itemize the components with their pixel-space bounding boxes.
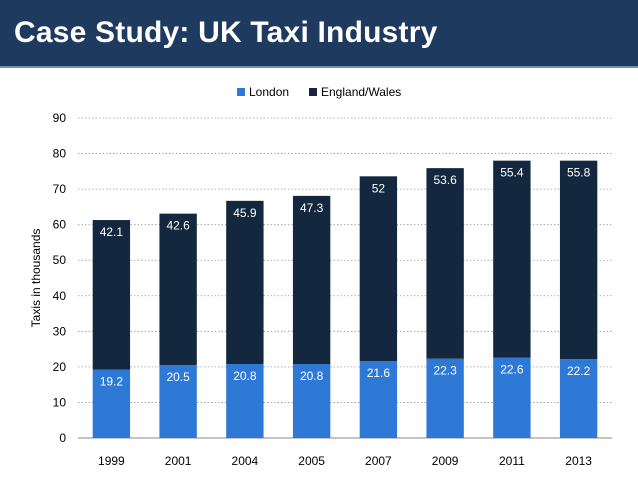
y-tick-label: 70 <box>53 182 67 196</box>
data-label: 20.5 <box>166 370 190 384</box>
data-label: 22.3 <box>433 364 457 378</box>
x-tick-label: 2011 <box>499 454 525 468</box>
bar-london-2005 <box>292 364 331 438</box>
y-tick-label: 30 <box>53 324 67 338</box>
legend-swatch-london <box>237 88 245 96</box>
y-tick-label: 60 <box>53 218 67 232</box>
x-tick-label: 2009 <box>432 454 459 468</box>
y-tick-label: 40 <box>53 289 67 303</box>
x-tick-label: 1999 <box>98 454 125 468</box>
y-tick-label: 90 <box>53 111 67 125</box>
data-label: 20.8 <box>233 369 257 383</box>
y-tick-label: 20 <box>53 360 67 374</box>
x-tick-label: 2001 <box>165 454 192 468</box>
x-tick-label: 2007 <box>365 454 392 468</box>
data-label: 19.2 <box>100 375 124 389</box>
slide-title: Case Study: UK Taxi Industry <box>14 16 438 49</box>
y-tick-label: 0 <box>59 431 66 445</box>
data-label: 52 <box>372 181 386 195</box>
bar-england-wales-2009 <box>426 168 464 359</box>
bar-england-wales-2011 <box>493 160 531 358</box>
data-label: 22.2 <box>567 364 591 378</box>
data-label: 42.6 <box>166 219 190 233</box>
data-label: 47.3 <box>300 201 324 215</box>
bar-london-2007 <box>359 361 398 438</box>
data-label: 55.8 <box>567 166 591 180</box>
bar-london-2013 <box>559 359 598 438</box>
x-tick-label: 2013 <box>565 454 592 468</box>
bar-london-2001 <box>159 365 197 438</box>
bar-london-2011 <box>493 357 531 438</box>
data-label: 53.6 <box>433 173 457 187</box>
y-tick-label: 80 <box>53 147 67 161</box>
legend-label-england-wales: England/Wales <box>321 85 401 99</box>
legend-label-london: London <box>249 85 289 99</box>
data-label: 42.1 <box>100 225 124 239</box>
legend-swatch-england-wales <box>309 88 317 96</box>
bar-london-2004 <box>226 364 264 438</box>
data-label: 55.4 <box>500 166 524 180</box>
data-label: 20.8 <box>300 369 324 383</box>
title-bar: Case Study: UK Taxi Industry <box>0 0 638 68</box>
x-tick-label: 2004 <box>232 454 259 468</box>
bar-england-wales-2001 <box>159 213 197 366</box>
bar-england-wales-1999 <box>92 220 131 370</box>
stacked-bar-chart: 0 10 20 30 40 50 60 70 80 90 Taxis in thousands 19.… <box>29 85 612 468</box>
y-axis-title: Taxis in thousands <box>29 229 43 328</box>
x-tick-label: 2005 <box>298 454 325 468</box>
data-label: 21.6 <box>367 366 391 380</box>
data-label: 22.6 <box>500 363 524 377</box>
y-tick-label: 50 <box>53 253 67 267</box>
bar-england-wales-2004 <box>226 200 264 365</box>
y-tick-label: 10 <box>53 395 67 409</box>
bar-london-1999 <box>92 369 131 438</box>
data-label: 45.9 <box>233 206 257 220</box>
bar-england-wales-2013 <box>559 160 598 360</box>
bar-london-2009 <box>426 358 464 438</box>
title-rule <box>0 66 638 68</box>
bar-england-wales-2005 <box>292 195 331 365</box>
bar-england-wales-2007 <box>359 176 398 362</box>
